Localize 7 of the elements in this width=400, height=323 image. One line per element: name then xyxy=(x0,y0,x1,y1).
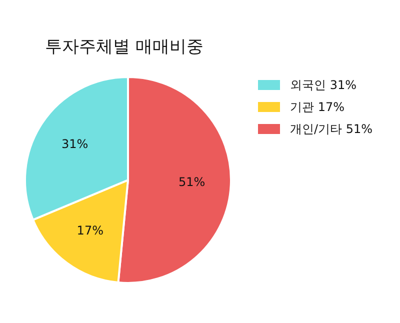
data-label: 51% xyxy=(178,175,206,190)
data-label: 31% xyxy=(61,136,88,151)
legend-label: 기관 17% xyxy=(290,98,344,116)
chart-title: 투자주체별 매매비중 xyxy=(45,36,204,58)
data-label: 17% xyxy=(76,224,104,238)
legend-label: 외국인 31% xyxy=(290,76,356,94)
legend-label: 개인/기타 51% xyxy=(290,120,373,138)
